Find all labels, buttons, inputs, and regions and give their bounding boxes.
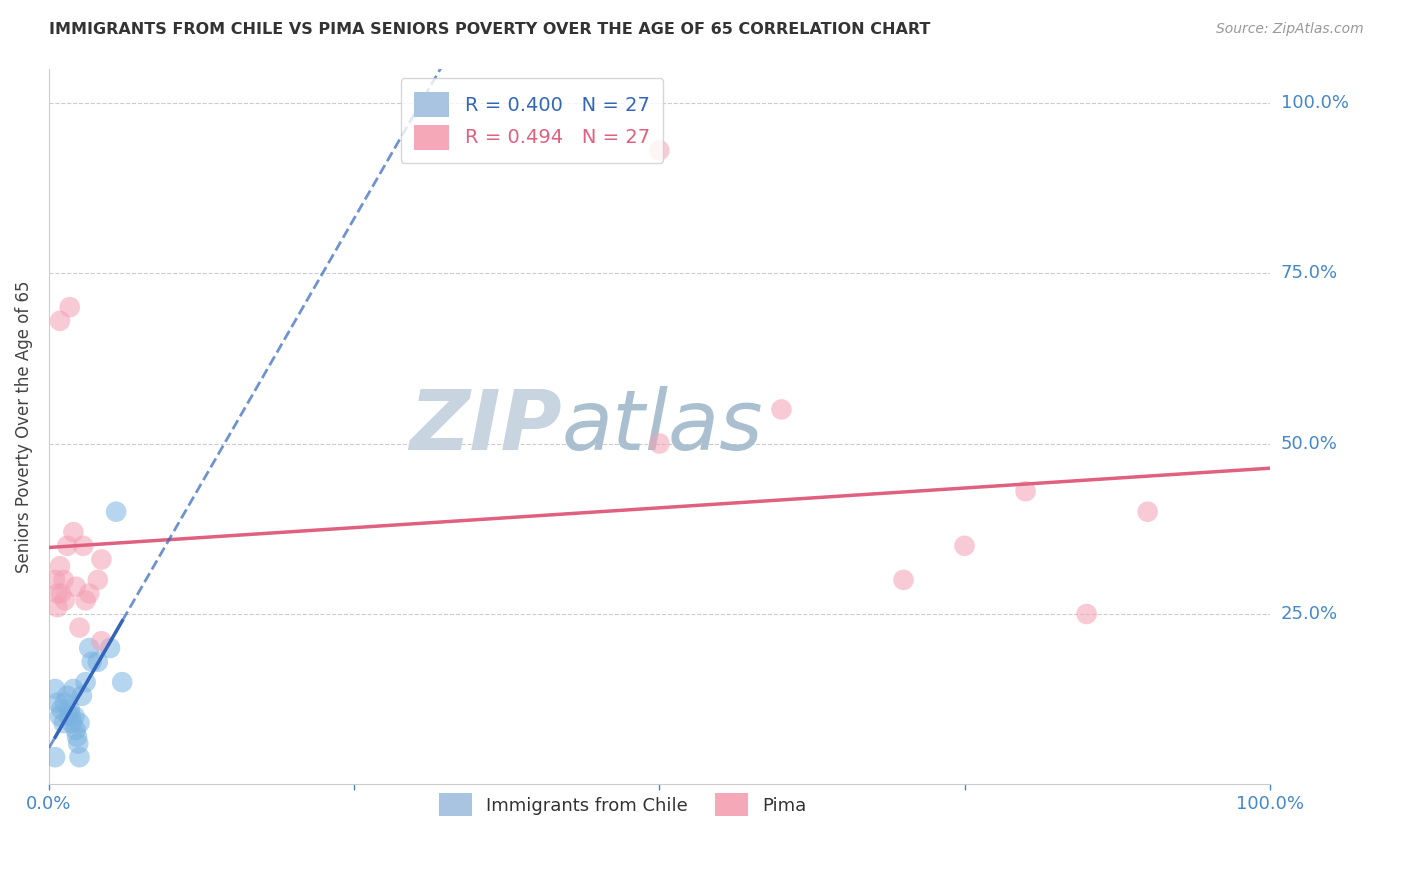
Point — [77, 641, 100, 656]
Point — [59, 709, 82, 723]
Point — [98, 641, 121, 656]
Point — [90, 634, 112, 648]
Point — [66, 730, 89, 744]
Point — [44, 573, 66, 587]
Point — [46, 586, 69, 600]
Text: IMMIGRANTS FROM CHILE VS PIMA SENIORS POVERTY OVER THE AGE OF 65 CORRELATION CHA: IMMIGRANTS FROM CHILE VS PIMA SENIORS PO… — [49, 22, 931, 37]
Point — [51, 586, 73, 600]
Point — [49, 709, 72, 723]
Point — [648, 144, 671, 158]
Point — [53, 593, 76, 607]
Point — [46, 696, 69, 710]
Text: 75.0%: 75.0% — [1281, 264, 1339, 282]
Point — [770, 402, 793, 417]
Point — [62, 681, 84, 696]
Point — [56, 689, 79, 703]
Point — [87, 655, 110, 669]
Point — [67, 737, 90, 751]
Point — [53, 696, 76, 710]
Point — [69, 750, 91, 764]
Text: Source: ZipAtlas.com: Source: ZipAtlas.com — [1216, 22, 1364, 37]
Legend: Immigrants from Chile, Pima: Immigrants from Chile, Pima — [430, 784, 815, 825]
Text: atlas: atlas — [561, 386, 763, 467]
Point — [69, 621, 91, 635]
Point — [49, 559, 72, 574]
Point — [111, 675, 134, 690]
Point — [1136, 505, 1159, 519]
Point — [65, 723, 87, 737]
Point — [953, 539, 976, 553]
Point — [44, 750, 66, 764]
Text: 100.0%: 100.0% — [1281, 94, 1348, 112]
Point — [58, 709, 80, 723]
Y-axis label: Seniors Poverty Over the Age of 65: Seniors Poverty Over the Age of 65 — [15, 280, 32, 573]
Point — [46, 600, 69, 615]
Text: 25.0%: 25.0% — [1281, 605, 1339, 623]
Point — [77, 586, 100, 600]
Point — [72, 539, 94, 553]
Point — [70, 689, 93, 703]
Point — [1076, 607, 1098, 621]
Point — [44, 681, 66, 696]
Point — [90, 552, 112, 566]
Point — [893, 573, 915, 587]
Point — [87, 573, 110, 587]
Point — [59, 300, 82, 314]
Point — [59, 702, 82, 716]
Point — [69, 716, 91, 731]
Point — [80, 655, 103, 669]
Point — [52, 716, 75, 731]
Point — [65, 580, 87, 594]
Point — [60, 716, 83, 731]
Point — [52, 573, 75, 587]
Text: ZIP: ZIP — [409, 386, 561, 467]
Text: 50.0%: 50.0% — [1281, 434, 1337, 452]
Point — [75, 593, 97, 607]
Point — [49, 314, 72, 328]
Point — [1014, 484, 1036, 499]
Point — [51, 702, 73, 716]
Point — [105, 505, 128, 519]
Point — [75, 675, 97, 690]
Point — [63, 709, 86, 723]
Point — [56, 539, 79, 553]
Point — [62, 525, 84, 540]
Point — [648, 436, 671, 450]
